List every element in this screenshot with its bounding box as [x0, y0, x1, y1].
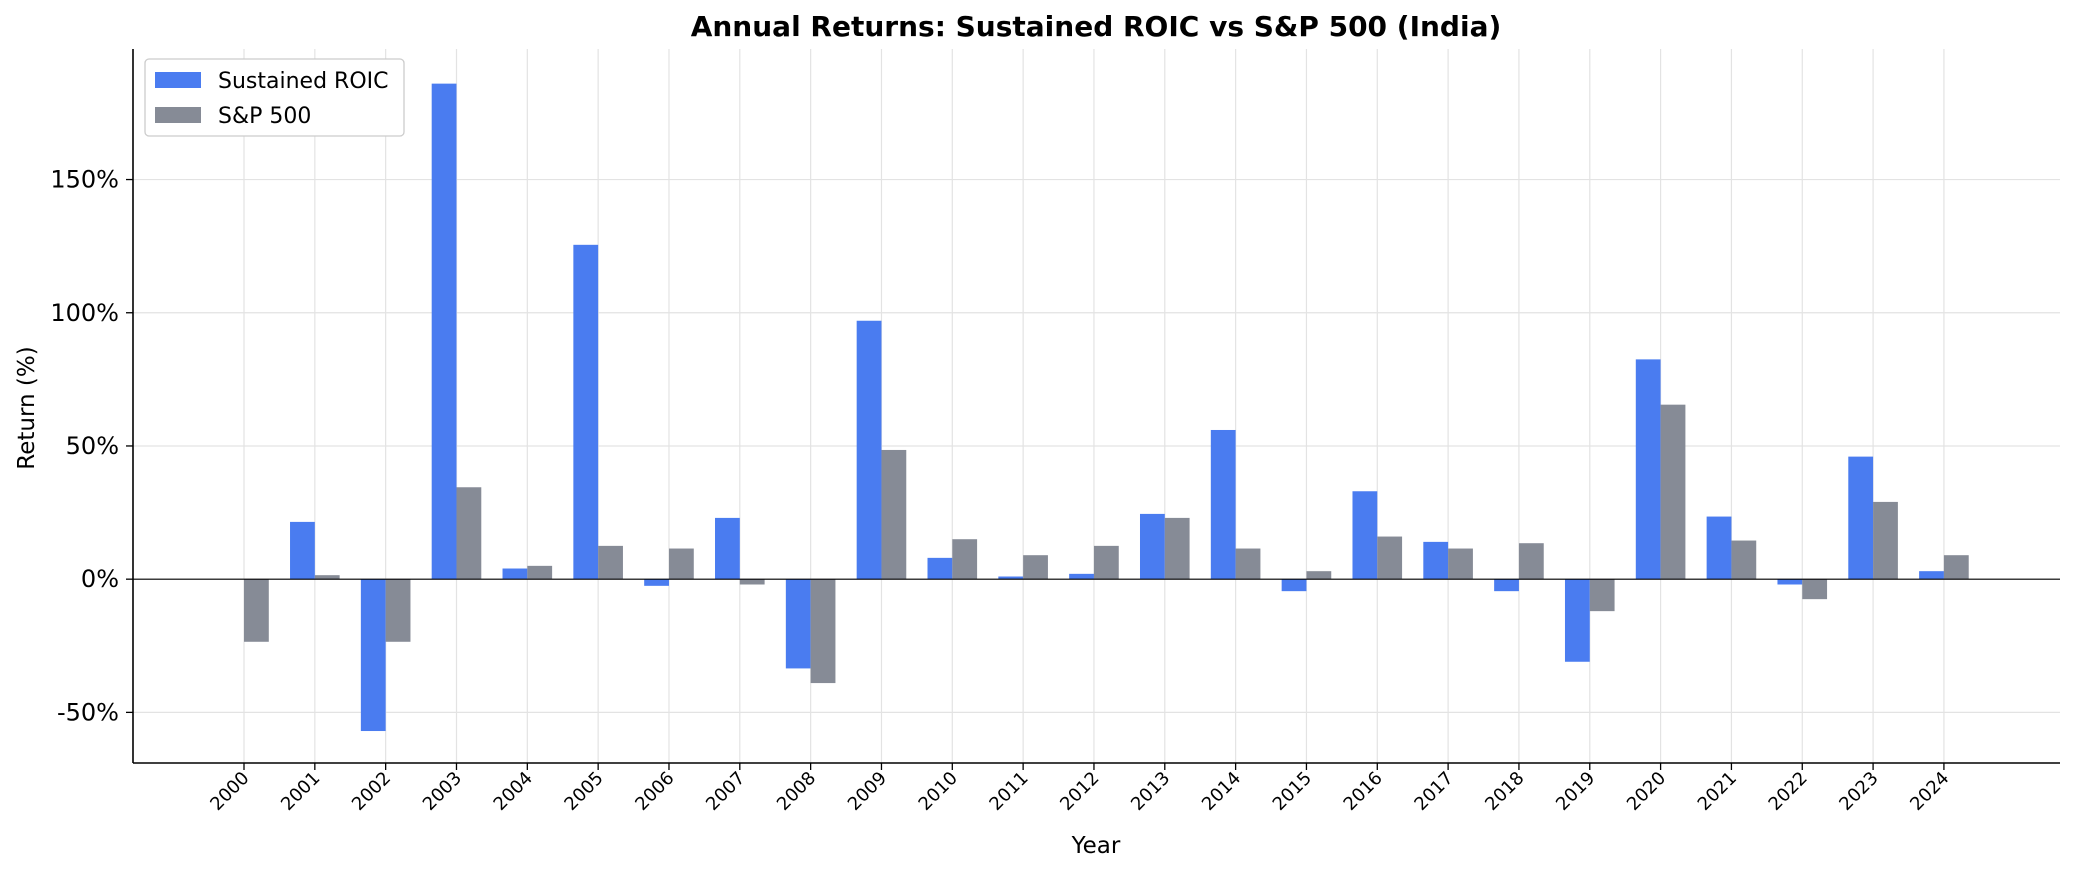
chart-title: Annual Returns: Sustained ROIC vs S&P 50…	[691, 10, 1502, 43]
bar-sp500-2006	[668, 548, 694, 580]
bar-sp500-2012	[1093, 545, 1119, 580]
legend-label-sustained-roic: Sustained ROIC	[218, 69, 388, 94]
x-tick-label: 2009	[844, 768, 891, 815]
bar-sp500-2015	[1306, 571, 1332, 580]
y-tick-label: 100%	[50, 299, 119, 327]
bar-sustained-roic-2017	[1423, 541, 1449, 580]
bar-sustained-roic-2003	[431, 83, 457, 580]
bar-sustained-roic-2024	[1919, 571, 1944, 580]
bar-sp500-2011	[1023, 555, 1048, 580]
bar-sustained-roic-2012	[1069, 573, 1094, 580]
x-tick-label: 2024	[1906, 768, 1953, 815]
y-tick-label: -50%	[57, 698, 119, 726]
bar-sp500-2019	[1589, 579, 1615, 612]
bar-sustained-roic-2008	[785, 579, 811, 669]
x-tick-label: 2019	[1552, 768, 1599, 815]
bar-sustained-roic-2022	[1777, 579, 1803, 585]
x-tick-label: 2013	[1127, 768, 1174, 815]
x-tick-label: 2000	[206, 768, 253, 815]
bar-sustained-roic-2001	[290, 521, 315, 580]
bar-sp500-2008	[810, 579, 836, 684]
x-tick-label: 2001	[277, 768, 324, 815]
x-tick-label: 2004	[490, 768, 537, 815]
y-tick-label: 50%	[66, 432, 119, 460]
x-tick-label: 2008	[773, 768, 820, 815]
y-tick-label: 150%	[50, 166, 119, 194]
bar-sustained-roic-2018	[1494, 579, 1519, 592]
bar-sp500-2020	[1660, 404, 1686, 580]
x-tick-label: 2022	[1765, 768, 1812, 815]
legend-frame	[144, 58, 405, 137]
bar-sustained-roic-2014	[1210, 429, 1236, 580]
x-tick-label: 2023	[1835, 768, 1882, 815]
x-tick-label: 2021	[1694, 768, 1741, 815]
bar-sp500-2009	[881, 449, 907, 580]
bar-sp500-2021	[1731, 540, 1757, 580]
bar-sp500-2003	[456, 487, 482, 580]
bar-sustained-roic-2006	[644, 579, 669, 586]
bar-sustained-roic-2019	[1564, 579, 1590, 662]
x-tick-label: 2012	[1056, 768, 1103, 815]
bar-sp500-2023	[1873, 501, 1898, 580]
x-tick-label: 2016	[1340, 768, 1387, 815]
bar-sustained-roic-2023	[1848, 456, 1874, 580]
legend-swatch-sustained-roic	[155, 72, 201, 88]
bar-sp500-2014	[1235, 548, 1261, 580]
bar-sp500-2022	[1802, 579, 1828, 600]
bar-sp500-2024	[1943, 555, 1969, 580]
x-tick-label: 2017	[1410, 768, 1457, 815]
bar-sp500-2007	[739, 579, 765, 585]
bar-sp500-2018	[1518, 543, 1544, 580]
x-tick-label: 2006	[631, 768, 678, 815]
x-tick-label: 2007	[702, 768, 749, 815]
bar-sustained-roic-2020	[1635, 359, 1661, 580]
bar-sp500-2004	[527, 565, 553, 580]
bar-sustained-roic-2013	[1139, 513, 1165, 580]
bar-sp500-2017	[1448, 548, 1473, 580]
x-tick-label: 2014	[1198, 768, 1245, 815]
bar-layer	[244, 83, 1969, 732]
bar-sp500-2001	[314, 575, 340, 580]
bar-sp500-2005	[598, 545, 623, 580]
x-axis-label: Year	[1071, 833, 1121, 859]
bar-sp500-2002	[385, 579, 411, 642]
bar-sp500-2000	[244, 579, 269, 642]
x-tick-label: 2018	[1481, 768, 1528, 815]
y-tick-label: 0%	[81, 565, 119, 593]
bar-sp500-2013	[1164, 517, 1190, 580]
bar-sustained-roic-2016	[1352, 491, 1378, 580]
legend-swatch-sp500	[155, 107, 201, 123]
grid-layer	[133, 49, 2060, 763]
bar-sustained-roic-2007	[715, 517, 740, 580]
x-tick-label: 2011	[985, 768, 1032, 815]
bar-sustained-roic-2005	[573, 244, 599, 580]
bar-sustained-roic-2010	[927, 557, 953, 580]
x-tick-label: 2015	[1269, 768, 1316, 815]
x-tick-label: 2010	[915, 768, 962, 815]
x-tick-label: 2003	[419, 768, 466, 815]
bar-sustained-roic-2021	[1706, 516, 1732, 580]
legend-label-sp500: S&P 500	[218, 104, 311, 129]
bar-sustained-roic-2011	[998, 576, 1024, 580]
x-tick-label: 2020	[1623, 768, 1670, 815]
bar-sp500-2016	[1377, 536, 1403, 580]
bar-sp500-2010	[952, 539, 978, 580]
bar-sustained-roic-2004	[502, 568, 528, 580]
axes-layer	[132, 49, 2060, 764]
legend: Sustained ROIC S&P 500	[144, 58, 405, 137]
y-axis-label: Return (%)	[14, 346, 40, 469]
bar-sustained-roic-2002	[360, 579, 386, 732]
x-tick-label: 2002	[348, 768, 395, 815]
bar-sustained-roic-2015	[1281, 579, 1307, 592]
x-tick-label: 2005	[560, 768, 607, 815]
bar-sustained-roic-2009	[856, 320, 882, 580]
